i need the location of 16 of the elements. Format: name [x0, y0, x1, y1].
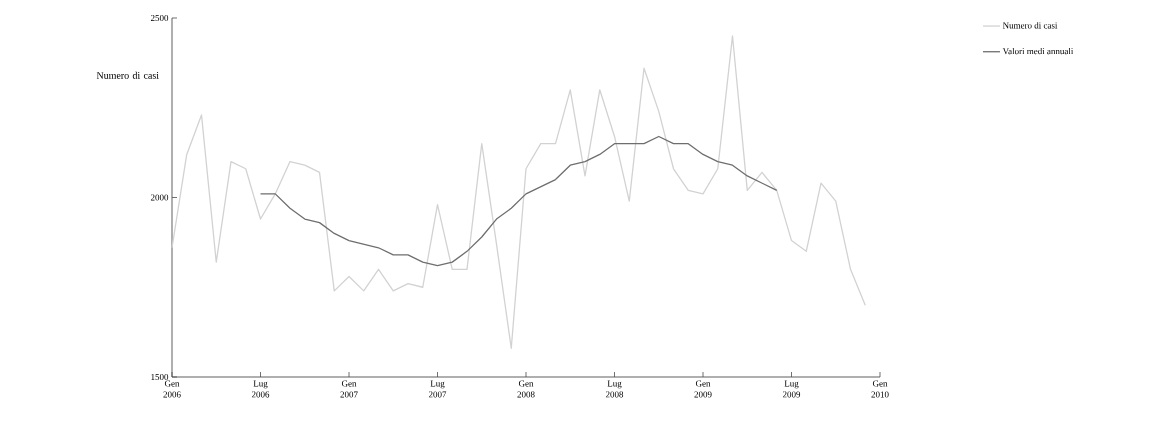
legend-label: Numero di casi [1002, 22, 1058, 29]
x-tick-label: Gen 2007 [340, 380, 358, 398]
line-series [171, 35, 866, 349]
x-tick-label: Gen 2008 [517, 380, 535, 398]
y-tick-label: 1500 [151, 373, 169, 381]
y-tick-label: 2000 [150, 194, 169, 201]
x-tick-label: Gen 2010 [871, 380, 889, 398]
legend-label: Valori medi annuali [1002, 47, 1074, 55]
x-tick-label: Lug 2007 [428, 380, 447, 398]
x-tick-label: Lug 2008 [605, 380, 624, 398]
x-tick-label: Gen 2006 [163, 380, 181, 398]
y-tick-label: 2500 [150, 14, 169, 22]
x-tick-label: Lug 2006 [251, 380, 270, 398]
x-tick-label: Lug 2009 [782, 380, 801, 398]
x-tick-label: Gen 2009 [694, 380, 712, 398]
y-axis-title: Numero di casi [96, 71, 159, 79]
